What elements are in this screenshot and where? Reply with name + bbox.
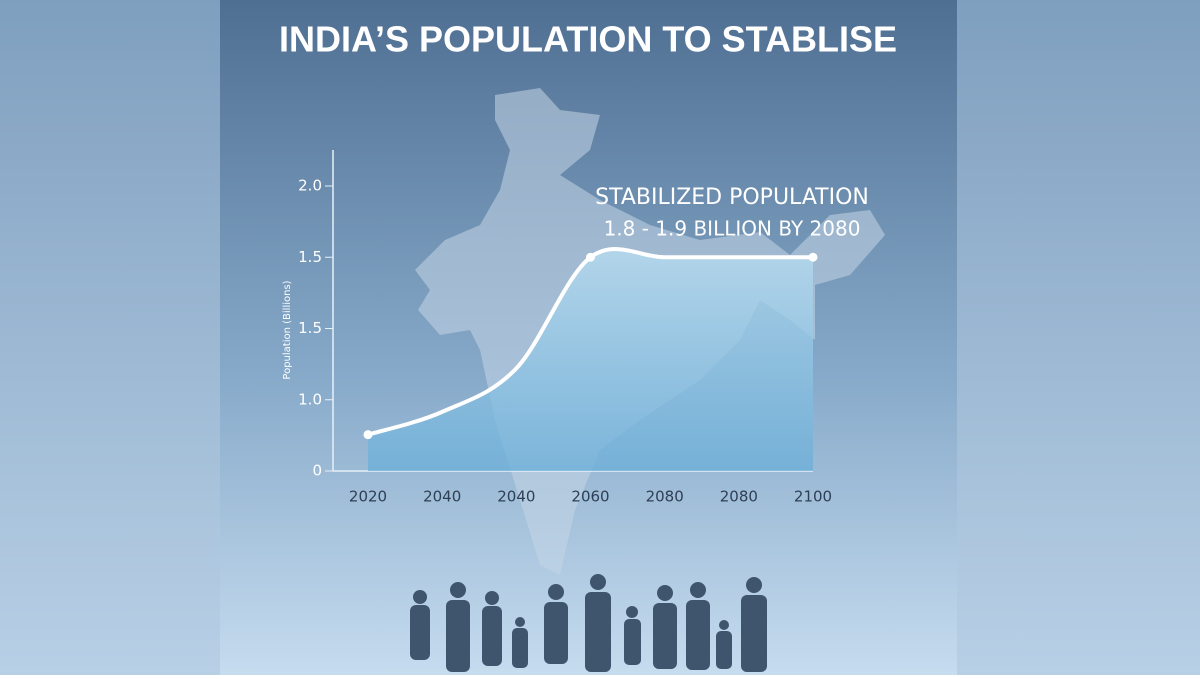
y-tick-label: 1.0 — [298, 390, 322, 408]
area — [368, 249, 813, 471]
x-tick-label: 2080 — [720, 488, 758, 506]
x-tick-label: 2060 — [571, 488, 609, 506]
x-tick-label: 2040 — [423, 488, 461, 506]
x-tick-label: 2020 — [349, 488, 387, 506]
annotation: 1.8 - 1.9 BILLION BY 2080 — [604, 217, 861, 241]
x-tick-label: 2080 — [646, 488, 684, 506]
family-silhouettes — [410, 574, 767, 672]
y-tick-label: 0 — [312, 462, 322, 480]
y-tick-label: 2.0 — [298, 177, 322, 195]
x-tick-label: 2040 — [497, 488, 535, 506]
y-tick-label: 1.5 — [298, 319, 322, 337]
y-tick-label: 1.5 — [298, 248, 322, 266]
y-axis-label: Population (Billions) — [282, 280, 293, 379]
point — [363, 430, 373, 440]
point — [808, 252, 818, 262]
title: INDIA’S POPULATION TO STABLISE — [279, 19, 897, 60]
annotation: STABILIZED POPULATION — [595, 185, 869, 210]
chart: 2.0 1.5 1.5 1.0 0 2020 2040 2040 2060 2080 2080 210… — [298, 150, 832, 506]
x-tick-label: 2100 — [794, 488, 832, 506]
point — [586, 252, 595, 262]
